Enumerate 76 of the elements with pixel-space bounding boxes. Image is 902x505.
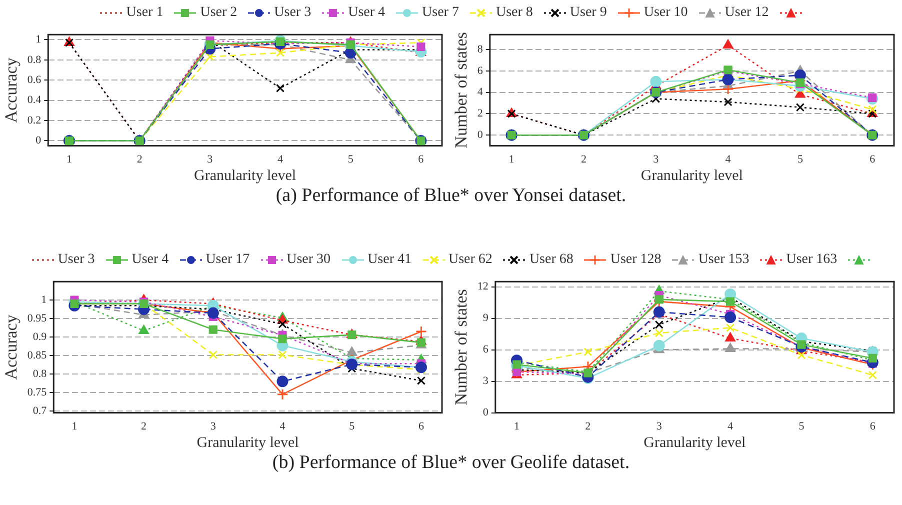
- y-tick-label: 6: [482, 344, 489, 356]
- y-tick-label: 6: [477, 64, 484, 77]
- x-axis-title: Granularity level: [644, 434, 746, 451]
- y-tick-label: 0.4: [27, 94, 42, 106]
- x-axis-title: Granularity level: [194, 168, 296, 184]
- legend-label: User 1: [126, 4, 164, 20]
- legend-label: User 68: [529, 252, 574, 268]
- legend-label: User 10: [644, 4, 688, 20]
- x-axis-title: Granularity level: [196, 434, 299, 451]
- x-tick-label: 1: [72, 420, 78, 432]
- legend-label: User 4: [348, 4, 386, 20]
- y-tick-label: 8: [477, 43, 484, 56]
- legend-label: User 163: [786, 252, 838, 268]
- legend-label: User 2: [200, 4, 238, 20]
- y-tick-label: 0.75: [27, 386, 48, 398]
- x-tick-label: 2: [580, 153, 586, 166]
- y-tick-label: 0.7: [32, 404, 48, 417]
- legend-label: User 62: [448, 252, 492, 268]
- x-tick-label: 3: [210, 420, 216, 432]
- x-tick-label: 3: [207, 153, 214, 166]
- y-tick-label: 1: [36, 34, 42, 46]
- y-axis-title: Accuracy: [2, 57, 21, 123]
- y-tick-label: 2: [477, 108, 483, 120]
- x-tick-label: 5: [348, 153, 354, 166]
- y-axis-title: Accuracy: [2, 314, 21, 380]
- y-axis-title: Number of states: [452, 32, 471, 148]
- x-tick-label: 5: [797, 153, 804, 166]
- y-tick-label: 3: [482, 375, 489, 388]
- text: (a) Performance of Blue* over Yonsei dataset.: [274, 185, 628, 207]
- x-axis-title: Granularity level: [640, 168, 743, 184]
- x-tick-label: 6: [418, 420, 424, 432]
- x-tick-label: 3: [656, 420, 662, 432]
- y-tick-label: 0.8: [27, 54, 42, 66]
- y-axis-title: Number of states: [452, 289, 471, 406]
- legend-label: User 128: [610, 252, 662, 268]
- x-tick-label: 2: [136, 153, 142, 166]
- x-tick-label: 1: [514, 420, 520, 432]
- legend-label: User 3: [274, 4, 312, 20]
- x-tick-label: 6: [418, 153, 424, 166]
- x-tick-label: 5: [349, 420, 356, 432]
- y-tick-label: 1: [41, 294, 47, 306]
- y-tick-label: 0: [477, 129, 484, 141]
- legend-label: User 4: [132, 252, 169, 268]
- legend-label: User 41: [368, 252, 412, 268]
- x-tick-label: 4: [280, 420, 286, 432]
- legend-label: User 9: [570, 4, 607, 20]
- x-tick-label: 4: [277, 153, 284, 166]
- legend-label: User 17: [206, 252, 250, 268]
- legend-label: User 8: [496, 4, 533, 20]
- y-tick-label: 0.8: [32, 368, 48, 380]
- x-tick-label: 2: [585, 420, 591, 432]
- text: (b) Performance of Blue* over Geolife dataset.: [271, 452, 631, 474]
- legend-label: User 12: [724, 4, 769, 20]
- y-tick-label: 0.2: [27, 114, 42, 126]
- y-tick-label: 0.85: [27, 349, 48, 362]
- legend-label: User 30: [286, 252, 331, 268]
- y-tick-label: 0: [36, 134, 42, 147]
- x-tick-label: 4: [725, 153, 732, 166]
- x-tick-label: 4: [728, 420, 734, 432]
- x-tick-label: 3: [653, 153, 660, 166]
- legend-label: User 7: [422, 4, 459, 20]
- y-tick-label: 0.95: [27, 312, 48, 324]
- y-tick-label: 0.9: [32, 330, 48, 343]
- y-tick-label: 0: [482, 406, 489, 419]
- y-tick-label: 9: [482, 312, 489, 324]
- x-tick-label: 2: [141, 420, 147, 432]
- x-tick-label: 1: [508, 153, 514, 166]
- y-tick-label: 4: [477, 86, 484, 98]
- legend-label: User 3: [58, 252, 95, 268]
- legend-label: User 153: [698, 252, 750, 268]
- x-tick-label: 6: [870, 153, 876, 166]
- x-tick-label: 1: [66, 153, 72, 166]
- y-tick-label: 0.6: [27, 74, 42, 86]
- x-tick-label: 6: [870, 420, 876, 432]
- x-tick-label: 5: [798, 420, 805, 432]
- y-tick-label: 12: [477, 280, 488, 293]
